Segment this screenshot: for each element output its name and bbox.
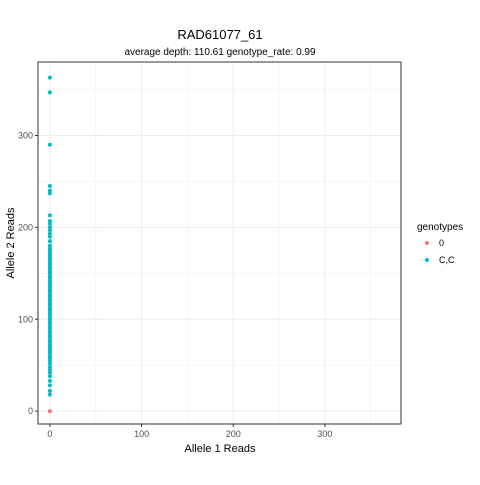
x-axis: 0 100 200 300 — [47, 424, 332, 439]
data-point — [47, 367, 52, 372]
data-point — [47, 378, 52, 383]
panel-border — [37, 61, 402, 425]
y-axis-title: Allele 2 Reads — [5, 207, 17, 278]
data-point — [47, 75, 52, 80]
legend-title: genotypes — [417, 222, 463, 233]
data-point — [47, 243, 52, 248]
data-point — [47, 246, 52, 251]
major-gridlines — [38, 62, 401, 424]
data-point — [47, 365, 52, 370]
data-point — [47, 262, 52, 267]
data-point — [47, 90, 52, 95]
y-tick-label: 0 — [28, 406, 33, 416]
data-point — [47, 255, 52, 260]
x-axis-title: Allele 1 Reads — [185, 443, 256, 455]
data-point — [47, 349, 52, 354]
data-point — [47, 333, 52, 338]
data-point — [47, 234, 52, 239]
data-point — [47, 308, 52, 313]
data-point — [47, 252, 52, 257]
data-point — [47, 358, 52, 363]
data-point — [47, 374, 52, 379]
x-tick-label: 100 — [134, 429, 149, 439]
data-point — [47, 283, 52, 288]
panel-background — [38, 62, 401, 424]
data-point — [47, 218, 52, 223]
data-point — [47, 231, 52, 236]
x-tick-label: 200 — [226, 429, 241, 439]
data-point — [47, 329, 52, 334]
data-points — [47, 75, 52, 414]
data-point — [47, 320, 52, 325]
legend-key — [425, 241, 429, 245]
y-tick-label: 200 — [18, 222, 33, 232]
data-point — [47, 271, 52, 276]
data-point — [47, 280, 52, 285]
legend-key — [425, 258, 429, 262]
data-point — [47, 289, 52, 294]
data-point — [47, 409, 52, 414]
data-point — [47, 191, 52, 196]
legend: genotypes 0 C,C — [417, 222, 463, 265]
minor-gridlines — [38, 62, 401, 424]
y-axis: 0 100 200 300 — [18, 131, 38, 416]
data-point — [47, 274, 52, 279]
x-tick-label: 300 — [317, 429, 332, 439]
data-point — [47, 324, 52, 329]
data-point — [47, 388, 52, 393]
data-point — [47, 142, 52, 147]
legend-label: C,C — [439, 255, 455, 265]
data-point — [47, 292, 52, 297]
data-point — [47, 354, 52, 359]
data-point — [47, 392, 52, 397]
data-point — [47, 228, 52, 233]
legend-label: 0 — [439, 238, 444, 248]
data-point — [47, 184, 52, 189]
data-point — [47, 225, 52, 230]
data-point — [47, 338, 52, 343]
chart-title: RAD61077_61 — [177, 27, 262, 42]
data-point — [47, 342, 52, 347]
y-tick-label: 300 — [18, 131, 33, 141]
data-point — [47, 301, 52, 306]
data-point — [47, 221, 52, 226]
data-point — [47, 298, 52, 303]
data-point — [47, 239, 52, 244]
data-point — [47, 213, 52, 218]
data-point — [47, 264, 52, 269]
data-point — [47, 383, 52, 388]
plot-panel — [37, 61, 402, 425]
data-point — [47, 188, 52, 193]
y-tick-label: 100 — [18, 314, 33, 324]
data-point — [47, 317, 52, 322]
x-tick-label: 0 — [47, 429, 52, 439]
data-point — [47, 361, 52, 366]
data-point — [47, 370, 52, 375]
data-point — [47, 310, 52, 315]
chart-subtitle: average depth: 110.61 genotype_rate: 0.9… — [124, 47, 316, 58]
